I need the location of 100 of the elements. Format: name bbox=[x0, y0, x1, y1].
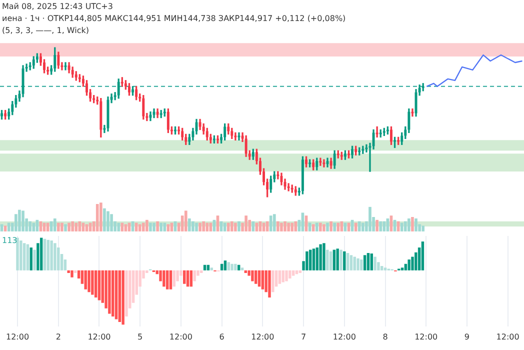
candlestick bbox=[322, 159, 326, 168]
bar bbox=[169, 270, 172, 290]
bar bbox=[192, 221, 194, 232]
bar bbox=[193, 270, 196, 282]
bar bbox=[74, 222, 78, 232]
bar bbox=[370, 253, 373, 270]
x-tick-label: 2 bbox=[56, 332, 61, 342]
bar bbox=[316, 248, 319, 270]
bar bbox=[356, 258, 360, 270]
bar bbox=[85, 224, 88, 232]
bar bbox=[280, 222, 283, 232]
bar bbox=[46, 240, 50, 270]
candlestick bbox=[132, 86, 134, 96]
bar bbox=[152, 222, 156, 232]
x-tick-label: 12:00 bbox=[414, 332, 438, 342]
bar bbox=[382, 221, 386, 232]
candlestick bbox=[234, 132, 237, 140]
bar bbox=[332, 250, 336, 270]
bar bbox=[288, 270, 292, 278]
bar bbox=[203, 264, 206, 270]
bar bbox=[340, 250, 342, 270]
bar bbox=[404, 221, 407, 232]
bar bbox=[234, 264, 237, 270]
bar bbox=[272, 214, 276, 232]
x-tick-label: 12:00 bbox=[496, 332, 520, 342]
x-tick-label: 12:00 bbox=[332, 332, 356, 342]
bar bbox=[251, 270, 254, 282]
bar bbox=[333, 222, 336, 232]
bar bbox=[60, 222, 64, 232]
bar bbox=[20, 240, 22, 270]
bar bbox=[54, 243, 56, 270]
bar bbox=[230, 264, 234, 270]
bar bbox=[238, 221, 240, 232]
bar bbox=[162, 270, 166, 287]
candlestick bbox=[216, 135, 219, 144]
bar bbox=[294, 221, 298, 232]
candlestick bbox=[376, 126, 378, 138]
annotation: 113 bbox=[2, 235, 18, 247]
bar bbox=[91, 270, 94, 295]
bar bbox=[188, 218, 191, 232]
bar bbox=[306, 251, 308, 270]
candlestick bbox=[174, 126, 176, 135]
bar bbox=[186, 270, 190, 287]
bar bbox=[284, 221, 286, 232]
bar bbox=[226, 222, 230, 232]
bar bbox=[70, 270, 74, 278]
x-tick-label: 5 bbox=[138, 332, 143, 342]
bar bbox=[64, 224, 67, 232]
chart-title: иена · 1ч · ОТКР144,805 МАКС144,951 МИН144,738 ЗАКР144,917 +0,112 (+0,08%) bbox=[2, 13, 346, 25]
x-tick-label: 12:00 bbox=[251, 332, 274, 342]
bar bbox=[326, 250, 329, 270]
bar bbox=[50, 221, 53, 232]
bar bbox=[67, 270, 70, 274]
x-tick-label: 9 bbox=[464, 332, 470, 342]
bar bbox=[206, 222, 209, 232]
bar bbox=[346, 252, 350, 270]
bar bbox=[138, 224, 142, 232]
bar bbox=[28, 221, 32, 232]
bar bbox=[163, 222, 166, 232]
bar bbox=[240, 268, 244, 270]
bar bbox=[237, 264, 240, 270]
bar bbox=[84, 270, 87, 290]
bar bbox=[312, 224, 315, 232]
bar bbox=[301, 212, 304, 232]
bar bbox=[183, 270, 186, 284]
bar bbox=[261, 270, 264, 290]
bar bbox=[269, 216, 272, 232]
bar bbox=[330, 221, 332, 232]
bar bbox=[379, 221, 382, 232]
bar bbox=[7, 222, 10, 232]
bar bbox=[96, 204, 99, 232]
bar bbox=[88, 270, 90, 292]
bar bbox=[166, 224, 170, 232]
bar bbox=[14, 214, 18, 232]
bar bbox=[363, 255, 366, 270]
bar bbox=[22, 210, 24, 232]
bar bbox=[166, 270, 169, 290]
bar bbox=[224, 260, 227, 270]
bar bbox=[142, 222, 145, 232]
bar bbox=[368, 206, 372, 232]
bar bbox=[16, 238, 19, 270]
bar bbox=[282, 270, 284, 282]
bar bbox=[57, 222, 60, 232]
bar bbox=[244, 216, 248, 232]
candlestick bbox=[394, 136, 396, 148]
bar bbox=[227, 262, 230, 270]
bar bbox=[53, 218, 56, 232]
bar bbox=[400, 268, 404, 270]
candlestick bbox=[0, 110, 4, 120]
bar bbox=[120, 222, 124, 232]
bar bbox=[114, 270, 118, 320]
bar bbox=[248, 220, 252, 232]
bar bbox=[350, 255, 353, 270]
bar bbox=[234, 222, 237, 232]
bar bbox=[0, 224, 4, 232]
candlestick bbox=[238, 132, 240, 140]
bar bbox=[358, 221, 361, 232]
bar bbox=[258, 270, 261, 287]
bar bbox=[106, 211, 110, 232]
candlestick bbox=[128, 83, 130, 96]
